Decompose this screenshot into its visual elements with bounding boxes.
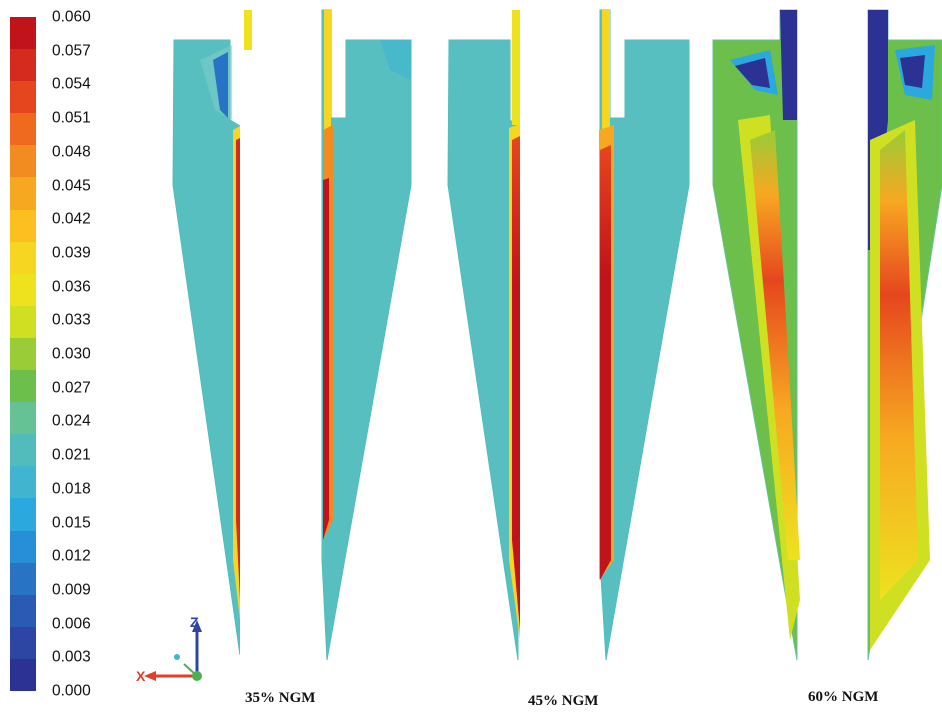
colorbar-tick-label: 0.033 — [52, 311, 91, 329]
case-title-35: 35% NGM — [245, 690, 316, 706]
colorbar-tick-label: 0.012 — [52, 547, 91, 565]
axis-z-label: Z — [190, 614, 199, 630]
case-35-inner-tube — [240, 10, 258, 655]
colorbar-tick-label: 0.015 — [52, 513, 91, 531]
colorbar-tick-label: 0.045 — [52, 176, 91, 194]
colorbar-swatch — [10, 337, 36, 371]
case-35-left-half — [172, 39, 241, 656]
colorbar-tick-label: 0.027 — [52, 378, 91, 396]
colorbar-swatch — [10, 17, 36, 50]
colorbar-tick-label: 0.000 — [52, 682, 91, 700]
colorbar-tick-label: 0.006 — [52, 614, 91, 632]
colorbar-swatch — [10, 241, 36, 275]
colorbar-tick-label: 0.003 — [52, 648, 91, 666]
case-title-45: 45% NGM — [528, 693, 599, 709]
colorbar-tick-label: 0.030 — [52, 345, 91, 363]
colorbar-swatch — [10, 370, 36, 403]
colorbar-tick-label: 0.021 — [52, 446, 91, 464]
colorbar-swatch — [10, 209, 36, 243]
colorbar-swatch — [10, 562, 36, 596]
colorbar-tick-label: 0.048 — [52, 143, 91, 161]
case-title-60: 60% NGM — [808, 689, 879, 705]
colorbar-tick-label: 0.042 — [52, 210, 91, 228]
case-45-left-half — [447, 10, 520, 661]
colorbar-swatch — [10, 145, 36, 178]
case-60-right-half — [867, 9, 942, 661]
colorbar-swatch — [10, 402, 36, 435]
colorbar-tick-label: 0.036 — [52, 277, 91, 295]
colorbar-tick-label: 0.054 — [52, 75, 91, 93]
colorbar-tick-label: 0.051 — [52, 109, 91, 127]
colorbar-tick-label: 0.057 — [52, 41, 91, 59]
colorbar-tick-label: 0.060 — [52, 8, 91, 26]
case-35-right-half — [321, 9, 412, 661]
colorbar-swatch — [10, 81, 36, 114]
colorbar-tick-label: 0.018 — [52, 480, 91, 498]
colorbar-swatch — [10, 273, 36, 307]
case-45-right-half — [599, 9, 690, 661]
colorbar-tick-label: 0.039 — [52, 244, 91, 262]
colorbar-swatch — [10, 658, 36, 692]
colorbar-swatch — [10, 530, 36, 564]
colorbar-swatch — [10, 498, 36, 532]
colorbar — [10, 17, 36, 692]
colorbar-tick-label: 0.024 — [52, 412, 91, 430]
colorbar-swatch — [10, 305, 36, 339]
colorbar-swatch — [10, 113, 36, 146]
colorbar-swatch — [10, 594, 36, 628]
colorbar-swatch — [10, 434, 36, 467]
colorbar-swatch — [10, 49, 36, 82]
colorbar-swatch — [10, 466, 36, 499]
colorbar-swatch — [10, 626, 36, 660]
axes-triad: Z X — [136, 614, 202, 684]
axis-x-label: X — [136, 668, 146, 684]
case-60-left-half — [712, 9, 800, 661]
colorbar-swatch — [10, 177, 36, 211]
colorbar-tick-label: 0.009 — [52, 581, 91, 599]
